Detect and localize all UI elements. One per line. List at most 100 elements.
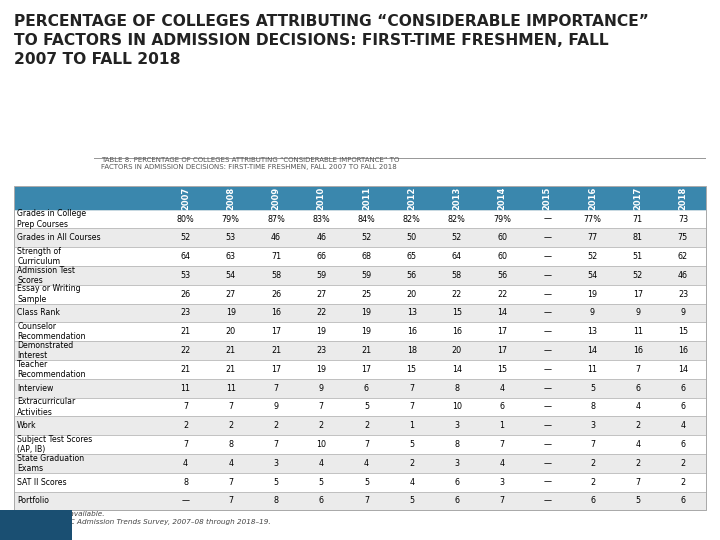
Text: 79%: 79% — [493, 214, 511, 224]
Text: 22: 22 — [316, 308, 326, 318]
Text: 7: 7 — [228, 402, 233, 411]
Text: —: — — [544, 252, 552, 261]
Text: 46: 46 — [271, 233, 281, 242]
Text: 20: 20 — [452, 346, 462, 355]
Text: 2: 2 — [590, 459, 595, 468]
Text: 2017: 2017 — [634, 186, 642, 210]
Text: 6: 6 — [680, 402, 685, 411]
Text: 75: 75 — [678, 233, 688, 242]
Text: 19: 19 — [588, 289, 598, 299]
Text: 6: 6 — [364, 383, 369, 393]
Text: —: — — [544, 308, 552, 318]
Text: Grades in College
Prep Courses: Grades in College Prep Courses — [17, 210, 86, 229]
Text: 18: 18 — [407, 346, 417, 355]
Text: 8: 8 — [454, 383, 459, 393]
Text: 16: 16 — [407, 327, 417, 336]
Text: 10: 10 — [316, 440, 326, 449]
Text: State Graduation
Exams: State Graduation Exams — [17, 454, 84, 473]
Text: 53: 53 — [226, 233, 236, 242]
Text: 27: 27 — [225, 289, 236, 299]
Text: 1: 1 — [500, 421, 505, 430]
Text: 11: 11 — [588, 365, 598, 374]
Text: 8: 8 — [590, 402, 595, 411]
Text: 3: 3 — [454, 459, 459, 468]
Text: 6: 6 — [454, 496, 459, 505]
Text: 52: 52 — [361, 233, 372, 242]
Text: Teacher
Recommendation: Teacher Recommendation — [17, 360, 86, 379]
Text: 58: 58 — [452, 271, 462, 280]
Text: 19: 19 — [361, 308, 372, 318]
Text: 22: 22 — [181, 346, 191, 355]
Text: —: — — [544, 271, 552, 280]
Text: 9: 9 — [274, 402, 279, 411]
Text: 21: 21 — [226, 346, 236, 355]
Text: 7: 7 — [228, 496, 233, 505]
Text: 52: 52 — [181, 233, 191, 242]
Text: 17: 17 — [271, 327, 281, 336]
Text: —: — — [544, 440, 552, 449]
Text: 62: 62 — [678, 252, 688, 261]
Text: 4: 4 — [319, 459, 324, 468]
Text: 2: 2 — [183, 421, 188, 430]
Text: 25: 25 — [361, 289, 372, 299]
Text: Work: Work — [17, 421, 37, 430]
Text: 46: 46 — [678, 271, 688, 280]
Text: 2015: 2015 — [543, 186, 552, 210]
Text: 84%: 84% — [358, 214, 375, 224]
Text: 26: 26 — [181, 289, 191, 299]
Text: —: — — [544, 383, 552, 393]
Text: 16: 16 — [633, 346, 643, 355]
Text: 17: 17 — [271, 365, 281, 374]
Text: 7: 7 — [364, 496, 369, 505]
Text: 7: 7 — [409, 383, 414, 393]
Text: 9: 9 — [680, 308, 685, 318]
Text: 3: 3 — [274, 459, 279, 468]
Text: 17: 17 — [633, 289, 643, 299]
Text: —: — — [544, 214, 552, 224]
Text: 58: 58 — [271, 271, 281, 280]
Text: 2: 2 — [680, 459, 685, 468]
Text: 7: 7 — [183, 440, 188, 449]
Text: 4: 4 — [635, 440, 640, 449]
Text: 13: 13 — [407, 308, 417, 318]
Text: 21: 21 — [181, 327, 191, 336]
Text: 6: 6 — [680, 440, 685, 449]
Text: 82%: 82% — [402, 214, 420, 224]
Text: 4: 4 — [500, 383, 505, 393]
Text: Subject Test Scores
(AP, IB): Subject Test Scores (AP, IB) — [17, 435, 92, 454]
Text: 6: 6 — [680, 383, 685, 393]
Text: 5: 5 — [319, 477, 324, 487]
Text: 50: 50 — [407, 233, 417, 242]
Text: 17: 17 — [497, 327, 507, 336]
Text: 9: 9 — [319, 383, 324, 393]
Text: 7: 7 — [590, 440, 595, 449]
Text: Grades in All Courses: Grades in All Courses — [17, 233, 101, 242]
Text: 2010: 2010 — [317, 186, 325, 210]
Text: 19: 19 — [226, 308, 236, 318]
Text: 16: 16 — [452, 327, 462, 336]
Text: 19: 19 — [361, 327, 372, 336]
Text: 63: 63 — [226, 252, 236, 261]
Text: 21: 21 — [271, 346, 281, 355]
Text: 77: 77 — [588, 233, 598, 242]
Text: 73: 73 — [678, 214, 688, 224]
Text: Essay or Writing
Sample: Essay or Writing Sample — [17, 285, 81, 304]
Text: 54: 54 — [588, 271, 598, 280]
Text: 53: 53 — [181, 271, 191, 280]
Text: —: — — [544, 289, 552, 299]
Text: 15: 15 — [407, 365, 417, 374]
Text: 19: 19 — [316, 327, 326, 336]
Text: 14: 14 — [497, 308, 507, 318]
Text: 7: 7 — [183, 402, 188, 411]
Text: 59: 59 — [316, 271, 326, 280]
Text: 22: 22 — [451, 289, 462, 299]
Text: Demonstrated
Interest: Demonstrated Interest — [17, 341, 73, 360]
Text: 14: 14 — [588, 346, 598, 355]
Text: 6: 6 — [319, 496, 324, 505]
Text: 7: 7 — [500, 496, 505, 505]
Text: —: — — [544, 365, 552, 374]
Text: 3: 3 — [590, 421, 595, 430]
Text: 5: 5 — [590, 383, 595, 393]
Text: 2: 2 — [274, 421, 279, 430]
Text: —: — — [544, 402, 552, 411]
